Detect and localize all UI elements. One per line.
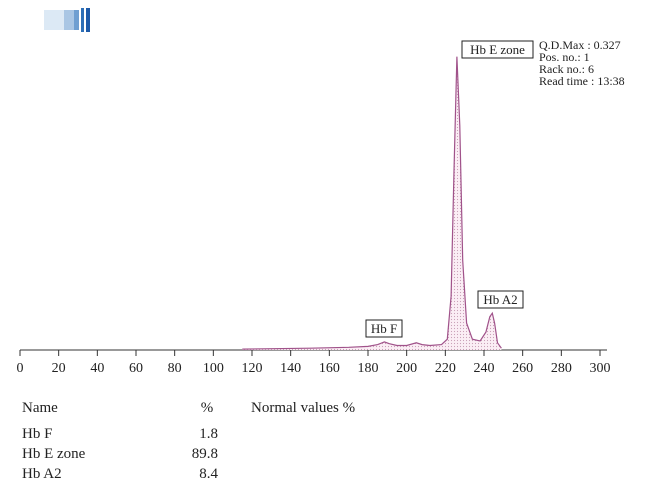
chart: 0 20 40 60 80 100 120 140 160 180 200 220 240 260 280 3…	[0, 0, 655, 485]
x-tick-label: 20	[52, 361, 66, 376]
x-tick-label: 120	[242, 361, 263, 376]
peak-label: Hb F	[371, 321, 397, 336]
x-tick-label: 300	[590, 361, 611, 376]
x-tick-label: 280	[551, 361, 572, 376]
x-tick-label: 80	[168, 361, 182, 376]
x-tick-label: 160	[319, 361, 340, 376]
x-tick-label: 0	[17, 361, 24, 376]
row-name: Hb A2	[22, 466, 62, 482]
x-tick-label: 40	[90, 361, 104, 376]
x-tick-label: 140	[280, 361, 301, 376]
row-percent: 8.4	[199, 466, 218, 482]
x-tick-label: 100	[203, 361, 224, 376]
x-tick-label: 180	[358, 361, 379, 376]
row-name: Hb E zone	[22, 446, 86, 462]
peak-label: Hb E zone	[470, 42, 525, 57]
row-name: Hb F	[22, 426, 52, 442]
table-header: Normal values %	[251, 400, 355, 416]
x-tick-label: 260	[512, 361, 533, 376]
row-percent: 1.8	[199, 426, 218, 442]
run-info: Read time : 13:38	[539, 74, 625, 88]
peak-label: Hb A2	[483, 292, 517, 307]
x-tick-label: 60	[129, 361, 143, 376]
x-tick-label: 200	[396, 361, 417, 376]
table-header: %	[201, 400, 214, 416]
row-percent: 89.8	[192, 446, 218, 462]
area-fill	[242, 57, 501, 350]
table-header: Name	[22, 400, 58, 416]
report: 0 20 40 60 80 100 120 140 160 180 200 220 240 260 280 3…	[0, 0, 655, 485]
logo	[44, 8, 90, 32]
x-tick-label: 240	[474, 361, 495, 376]
x-tick-label: 220	[435, 361, 456, 376]
